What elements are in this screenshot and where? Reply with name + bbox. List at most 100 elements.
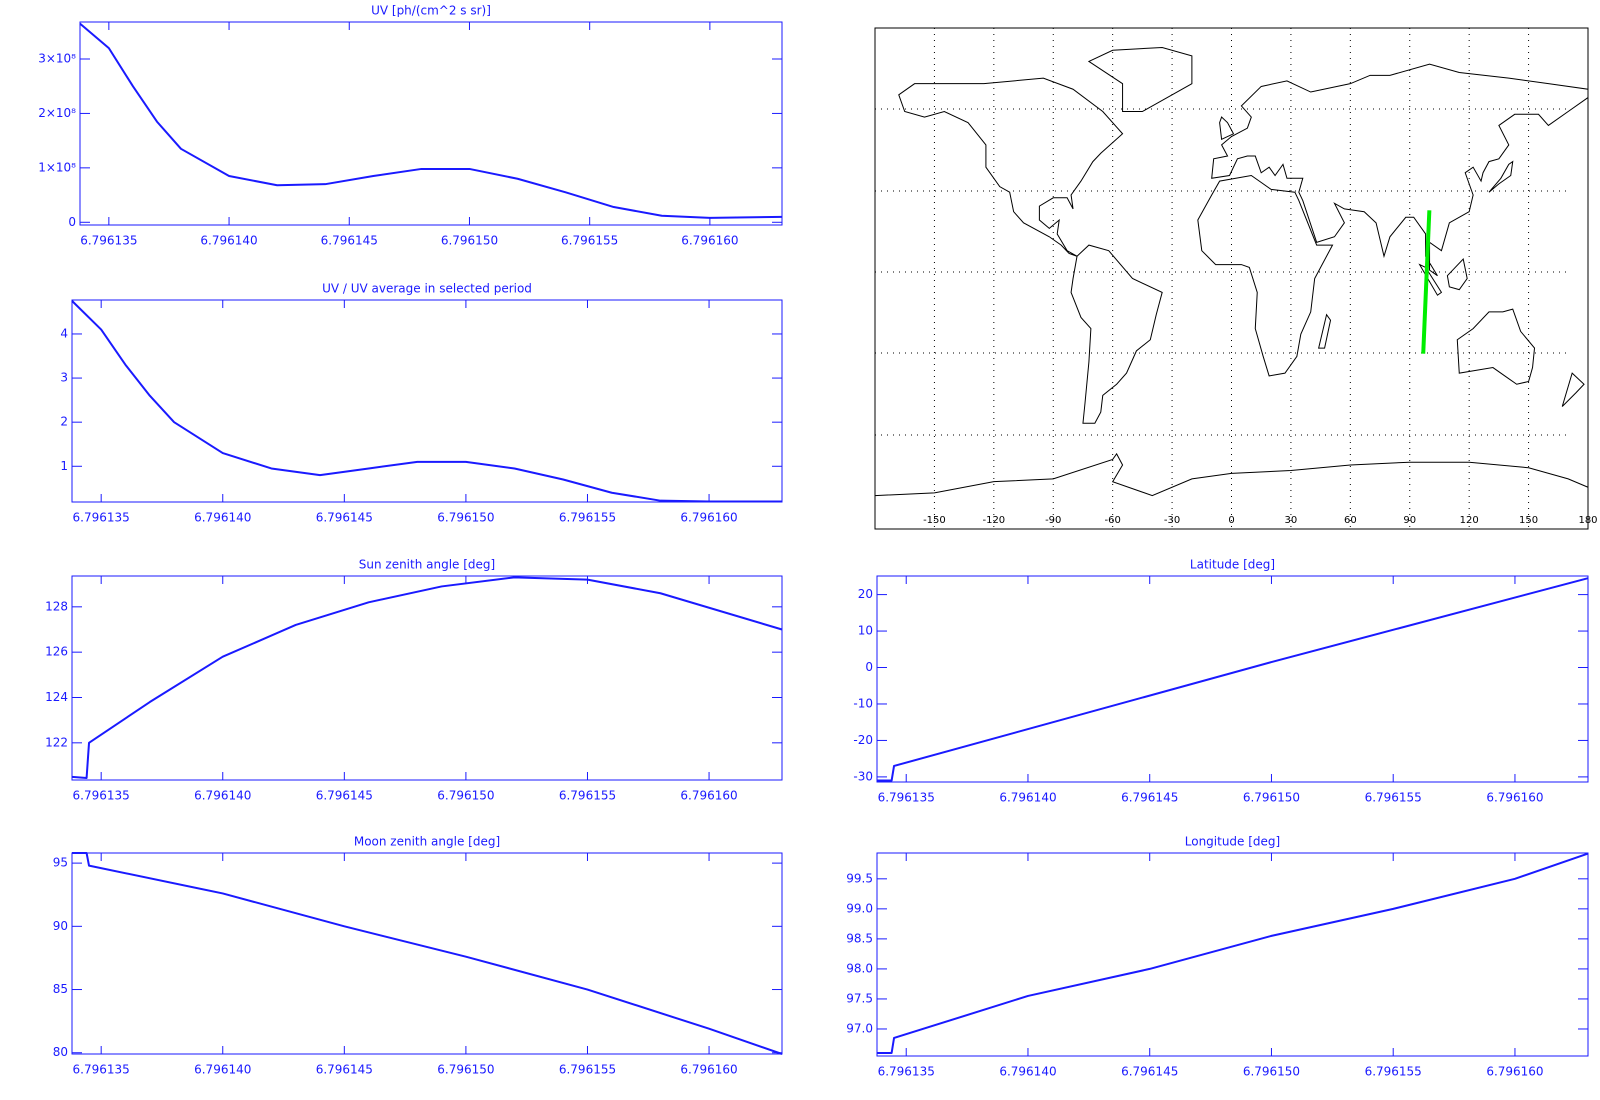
x-tick-label: 6.796145 bbox=[316, 1063, 373, 1077]
y-tick-label: 10 bbox=[858, 624, 873, 638]
y-tick-label: -30 bbox=[853, 769, 873, 783]
y-tick-label: 1×10⁸ bbox=[38, 160, 76, 174]
x-tick-label: -120 bbox=[982, 515, 1005, 526]
y-tick-label: 98.0 bbox=[846, 961, 873, 975]
x-tick-label: 150 bbox=[1519, 515, 1538, 526]
y-tick-label: 95 bbox=[53, 856, 68, 870]
y-tick-label: -20 bbox=[853, 733, 873, 747]
y-tick-label: 0 bbox=[68, 215, 76, 229]
x-tick-label: 6.796140 bbox=[194, 511, 251, 525]
plot-frame bbox=[71, 852, 783, 1055]
x-tick-label: 6.796145 bbox=[316, 789, 373, 803]
ground-track bbox=[1421, 210, 1432, 354]
y-tick-label: 20 bbox=[858, 587, 873, 601]
x-tick-label: 6.796145 bbox=[316, 511, 373, 525]
x-tick-label: 6.796135 bbox=[73, 789, 130, 803]
antarctica bbox=[875, 454, 1588, 496]
x-tick-label: -60 bbox=[1104, 515, 1120, 526]
x-tick-label: 6.796150 bbox=[437, 789, 494, 803]
x-tick-label: 6.796145 bbox=[1121, 1065, 1178, 1079]
chart-title: UV / UV average in selected period bbox=[322, 282, 532, 296]
japan bbox=[1489, 162, 1513, 193]
x-tick-label: 120 bbox=[1460, 515, 1479, 526]
y-tick-label: 0 bbox=[865, 660, 873, 674]
y-tick-label: 2 bbox=[60, 415, 68, 429]
plot-frame bbox=[71, 299, 783, 503]
y-tick-label: 97.0 bbox=[846, 1021, 873, 1035]
x-tick-label: 6.796150 bbox=[437, 1063, 494, 1077]
data-line bbox=[71, 300, 782, 503]
x-tick-label: 6.796160 bbox=[680, 789, 737, 803]
x-tick-label: 90 bbox=[1403, 515, 1416, 526]
chart-title: Moon zenith angle [deg] bbox=[354, 835, 500, 849]
x-tick-label: 6.796160 bbox=[681, 234, 738, 248]
new-zealand bbox=[1562, 373, 1584, 406]
y-tick-label: 99.5 bbox=[846, 871, 873, 885]
y-tick-label: -10 bbox=[853, 696, 873, 710]
x-tick-label: 6.796160 bbox=[1486, 791, 1543, 805]
x-tick-label: 6.796140 bbox=[194, 1063, 251, 1077]
plot-frame bbox=[876, 852, 1589, 1057]
y-tick-label: 126 bbox=[45, 645, 68, 659]
x-tick-label: 6.796135 bbox=[80, 234, 137, 248]
britain bbox=[1220, 117, 1234, 139]
data-line bbox=[79, 22, 783, 219]
x-tick-label: 6.796155 bbox=[1365, 791, 1422, 805]
greenland bbox=[1089, 47, 1192, 111]
x-tick-label: 6.796150 bbox=[1243, 1065, 1300, 1079]
x-tick-label: 30 bbox=[1285, 515, 1298, 526]
y-tick-label: 2×10⁸ bbox=[38, 106, 76, 120]
data-line bbox=[877, 577, 1589, 782]
x-tick-label: -30 bbox=[1164, 515, 1180, 526]
x-tick-label: 6.796160 bbox=[680, 511, 737, 525]
north-america bbox=[899, 78, 1123, 256]
x-tick-label: 6.796135 bbox=[878, 1065, 935, 1079]
data-line bbox=[71, 576, 783, 779]
y-tick-label: 3 bbox=[60, 371, 68, 385]
chart-title: Latitude [deg] bbox=[1190, 558, 1275, 572]
y-tick-label: 122 bbox=[45, 735, 68, 749]
y-tick-label: 99.0 bbox=[846, 901, 873, 915]
chart-title: Longitude [deg] bbox=[1185, 835, 1280, 849]
y-tick-label: 90 bbox=[53, 919, 68, 933]
y-tick-label: 1 bbox=[60, 459, 68, 473]
y-tick-label: 85 bbox=[53, 982, 68, 996]
x-tick-label: 6.796135 bbox=[878, 791, 935, 805]
data-line bbox=[877, 852, 1589, 1054]
y-tick-label: 97.5 bbox=[846, 991, 873, 1005]
x-tick-label: 6.796145 bbox=[1121, 791, 1178, 805]
x-tick-label: 6.796155 bbox=[559, 789, 616, 803]
x-tick-label: 6.796155 bbox=[1365, 1065, 1422, 1079]
x-tick-label: 6.796135 bbox=[73, 1063, 130, 1077]
x-tick-label: -150 bbox=[923, 515, 946, 526]
x-tick-label: 60 bbox=[1344, 515, 1357, 526]
x-tick-label: 6.796160 bbox=[680, 1063, 737, 1077]
x-tick-label: 6.796140 bbox=[999, 791, 1056, 805]
y-tick-label: 3×10⁸ bbox=[38, 52, 76, 66]
x-tick-label: -90 bbox=[1045, 515, 1061, 526]
chart-title: UV [ph/(cm^2 s sr)] bbox=[371, 4, 491, 18]
y-tick-label: 128 bbox=[45, 599, 68, 613]
south-america bbox=[1071, 245, 1162, 423]
plot-frame bbox=[876, 575, 1589, 783]
x-tick-label: 6.796135 bbox=[73, 511, 130, 525]
x-tick-label: 6.796160 bbox=[1486, 1065, 1543, 1079]
data-line bbox=[72, 852, 783, 1055]
x-tick-label: 6.796150 bbox=[437, 511, 494, 525]
y-tick-label: 80 bbox=[53, 1045, 68, 1059]
borneo bbox=[1447, 259, 1467, 290]
africa bbox=[1198, 176, 1333, 376]
x-tick-label: 6.796145 bbox=[321, 234, 378, 248]
x-tick-label: 6.796155 bbox=[559, 1063, 616, 1077]
x-tick-label: 6.796140 bbox=[194, 789, 251, 803]
x-tick-label: 180 bbox=[1578, 515, 1597, 526]
y-tick-label: 98.5 bbox=[846, 931, 873, 945]
x-tick-label: 6.796140 bbox=[200, 234, 257, 248]
chart-title: Sun zenith angle [deg] bbox=[359, 558, 495, 572]
australia bbox=[1457, 309, 1534, 384]
x-tick-label: 0 bbox=[1228, 515, 1234, 526]
plot-frame bbox=[79, 21, 783, 226]
